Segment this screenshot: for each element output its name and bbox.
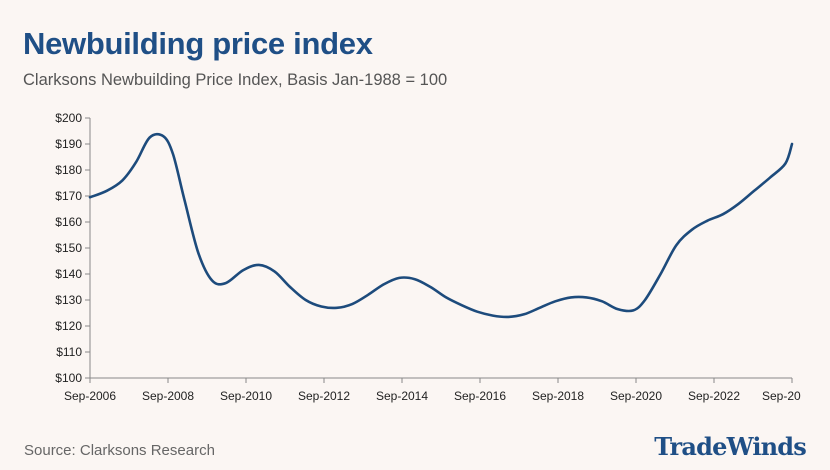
x-axis: Sep-2006 Sep-2008 Sep-2010 Sep-2012 Sep-2014…: [64, 377, 801, 403]
y-axis: $100 $110 $120 $130 $140 $150 $160 $170 $180 $190…: [55, 111, 91, 385]
x-tick-label: Sep-2014: [376, 389, 428, 403]
x-tick-label: Sep-2012: [298, 389, 350, 403]
y-tick-label: $200: [55, 111, 82, 125]
series-line: [88, 132, 794, 319]
y-tick-label: $120: [55, 319, 82, 333]
source-note: Source: Clarksons Research: [24, 442, 215, 459]
y-tick-label: $160: [55, 215, 82, 229]
x-tick-label: Sep-2006: [64, 389, 116, 403]
y-tick-label: $100: [55, 371, 82, 385]
chart-subtitle: Clarksons Newbuilding Price Index, Basis…: [23, 71, 448, 89]
x-tick-label: Sep-2016: [454, 389, 506, 403]
y-tick-label: $170: [55, 189, 82, 203]
y-tick-label: $190: [55, 137, 82, 151]
y-tick-label: $110: [56, 345, 82, 359]
x-tick-label: Sep-2022: [688, 389, 740, 403]
x-tick-label: Sep-2008: [142, 389, 194, 403]
y-tick-label: $130: [55, 293, 82, 307]
page-title: Newbuilding price index: [23, 26, 373, 61]
brand-logo: TradeWinds: [654, 432, 807, 461]
x-tick-label: Sep-2020: [610, 389, 662, 403]
series-layer: [88, 132, 794, 319]
y-tick-label: $150: [55, 241, 82, 255]
y-tick-label: $180: [55, 163, 82, 177]
y-tick-label: $140: [55, 267, 82, 281]
x-tick-label: Sep-2010: [220, 389, 272, 403]
x-tick-label: Sep-2018: [532, 389, 584, 403]
x-tick-label: Sep-20: [762, 389, 801, 403]
